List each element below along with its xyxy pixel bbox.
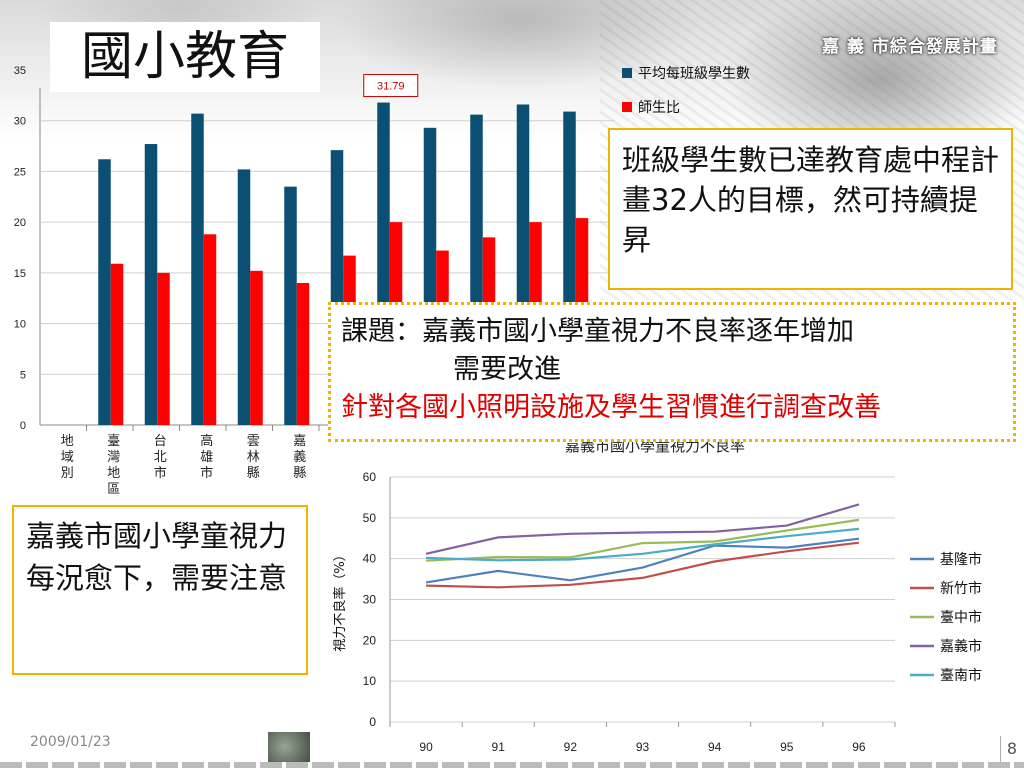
line-legend-label: 臺中市: [940, 609, 982, 626]
bar-category-label: 雲林縣: [247, 434, 260, 481]
line-x-tick-label: 93: [636, 740, 650, 754]
line-legend-label: 新竹市: [940, 580, 982, 597]
bar-y-tick-label: 15: [14, 268, 26, 280]
page-number: 8: [1000, 736, 1023, 762]
bar-class-size: [237, 169, 251, 425]
bar-y-tick-label: 0: [20, 420, 26, 432]
class-size-callout-text: 班級學生數已達教育處中程計畫32人的目標，然可持續提昇: [622, 143, 1000, 257]
bar-teacher-ratio: [296, 283, 310, 425]
line-y-tick-label: 30: [363, 593, 377, 607]
bar-annotation-label: 31.79: [377, 81, 405, 93]
bar-legend-swatch: [622, 68, 632, 78]
vision-note-callout: 嘉義市國小學童視力每況愈下，需要注意: [12, 505, 308, 675]
bar-class-size: [98, 159, 111, 425]
bar-annotation-box: [363, 74, 419, 98]
line-legend-label: 基隆市: [940, 551, 982, 568]
line-legend-label: 臺南市: [940, 667, 982, 684]
line-x-tick-label: 95: [780, 740, 794, 754]
line-x-tick-label: 91: [492, 740, 506, 754]
footer-divider: [0, 762, 1024, 768]
bar-category-label: 臺灣地區: [107, 434, 120, 497]
line-y-tick-label: 0: [369, 715, 376, 729]
line-y-tick-label: 60: [363, 470, 377, 484]
issue-callout-line2: 需要改進: [453, 354, 561, 385]
bar-legend-label: 師生比: [638, 100, 680, 116]
bar-class-size: [191, 113, 204, 425]
bar-category-label: 嘉義縣: [293, 434, 306, 481]
bar-legend-label: 平均每班級學生數: [638, 66, 750, 82]
line-y-axis-label: 視力不良率（%）: [332, 548, 348, 651]
bar-teacher-ratio: [110, 263, 124, 425]
line-x-tick-label: 94: [708, 740, 722, 754]
line-series-0: [425, 537, 860, 584]
bar-y-tick-label: 10: [14, 319, 26, 331]
bar-category-label: 地域別: [61, 434, 74, 481]
vision-note-text: 嘉義市國小學童視力每況愈下，需要注意: [26, 519, 288, 595]
bar-teacher-ratio: [203, 234, 217, 425]
bar-teacher-ratio: [250, 270, 263, 425]
bar-category-label: 台北市: [154, 434, 167, 481]
line-series-4: [426, 527, 860, 562]
line-series-3: [425, 503, 860, 555]
brand-banner: 嘉 義 市綜合發展計畫: [822, 37, 998, 57]
bar-y-tick-label: 25: [14, 166, 26, 178]
issue-callout: 課題：嘉義市國小學童視力不良率逐年增加 需要改進 針對各國小照明設施及學生習慣進…: [328, 302, 1016, 442]
page-title: 國小教育: [50, 22, 320, 92]
bar-legend-swatch: [622, 102, 632, 112]
bar-y-tick-label: 20: [14, 217, 26, 229]
bar-category-label: 高雄市: [200, 433, 213, 481]
class-size-callout: 班級學生數已達教育處中程計畫32人的目標，然可持續提昇: [608, 128, 1013, 290]
issue-callout-line1: 課題：嘉義市國小學童視力不良率逐年增加: [341, 316, 854, 347]
bar-class-size: [284, 186, 297, 425]
bar-y-tick-label: 30: [14, 116, 26, 128]
line-legend-label: 嘉義市: [940, 638, 982, 655]
line-x-tick-label: 92: [564, 740, 578, 754]
slide-date: 2009/01/23: [30, 734, 111, 750]
line-x-tick-label: 90: [419, 740, 433, 754]
bar-class-size: [144, 144, 158, 426]
bar-y-tick-label: 35: [14, 65, 26, 77]
bar-teacher-ratio: [157, 272, 170, 425]
line-series-1: [426, 541, 860, 589]
issue-callout-action: 針對各國小照明設施及學生習慣進行調查改善: [341, 392, 881, 423]
bar-y-tick-label: 5: [20, 369, 26, 381]
line-chart-background: [330, 440, 1014, 762]
line-series-2: [426, 518, 860, 562]
line-y-tick-label: 40: [363, 552, 377, 566]
line-y-tick-label: 50: [363, 511, 377, 525]
line-y-tick-label: 20: [363, 633, 377, 647]
line-x-tick-label: 96: [852, 740, 866, 754]
line-y-tick-label: 10: [363, 674, 377, 688]
